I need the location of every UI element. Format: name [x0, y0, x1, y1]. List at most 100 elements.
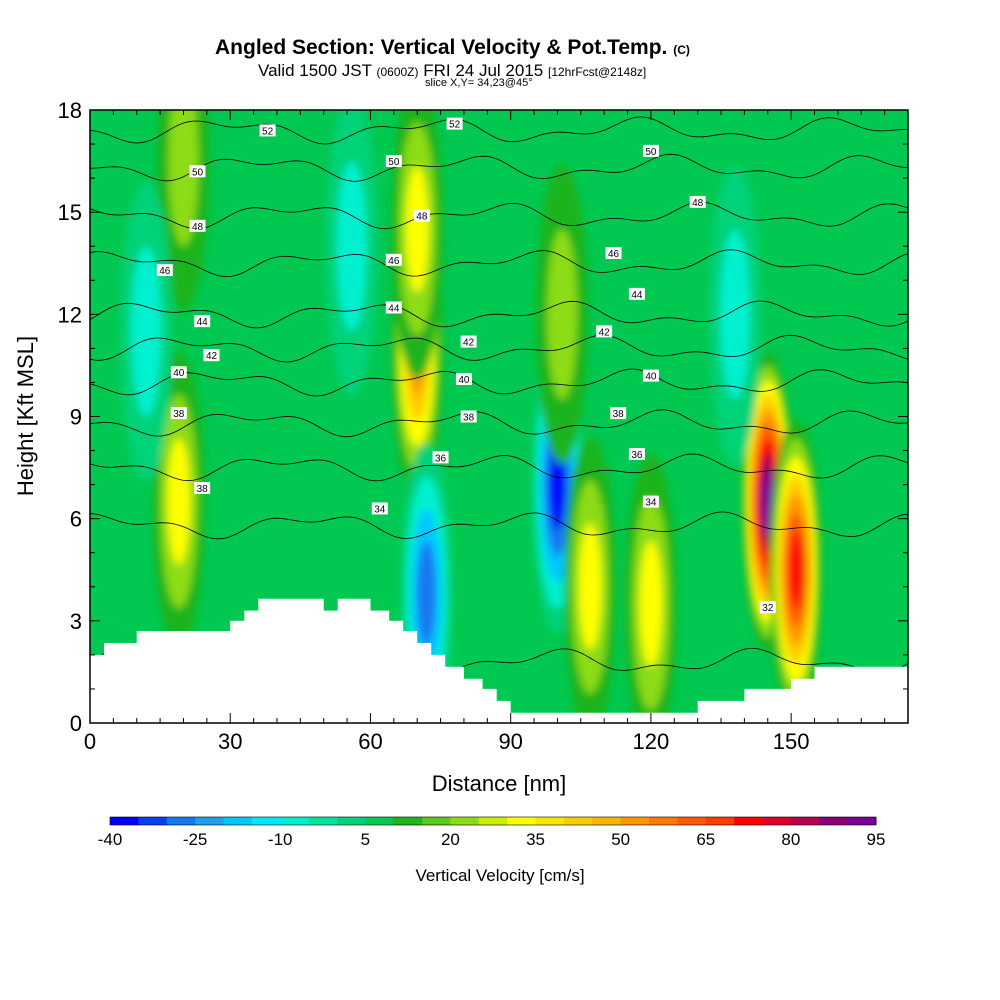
svg-text:36: 36: [435, 453, 447, 464]
y-axis-label: Height [Kft MSL]: [13, 336, 38, 496]
slice-label: slice X,Y= 34,23@45°: [425, 77, 533, 89]
contour-label-28: 32: [759, 601, 776, 614]
contour-label-18: 40: [455, 373, 472, 386]
svg-text:36: 36: [631, 450, 643, 461]
svg-text:44: 44: [631, 290, 643, 301]
velocity-feature-7: [639, 540, 663, 668]
colorbar-swatch-8: [336, 817, 366, 825]
svg-text:18: 18: [58, 98, 82, 123]
colorbar-swatch-9: [365, 817, 395, 825]
svg-text:52: 52: [262, 126, 274, 137]
svg-text:48: 48: [692, 198, 704, 209]
terrain-shape: [90, 598, 908, 723]
y-tick-18: 18: [58, 98, 908, 123]
svg-text:50: 50: [192, 167, 204, 178]
svg-text:30: 30: [218, 729, 242, 754]
colorbar-swatch-12: [450, 817, 480, 825]
colorbar-swatch-21: [705, 817, 735, 825]
svg-text:0: 0: [84, 729, 96, 754]
svg-text:40: 40: [458, 375, 470, 386]
contour-labels: 52 52 50 50 50 48 48 48 46 46 46 44 44 44 42 42 42 40 40 40…: [156, 117, 776, 614]
colorbar-swatch-17: [592, 817, 622, 825]
svg-text:9: 9: [70, 405, 82, 430]
svg-text:120: 120: [633, 729, 670, 754]
velocity-feature-5: [417, 541, 437, 647]
y-tick-12: 12: [58, 302, 908, 327]
velocity-feature-8: [761, 467, 775, 537]
svg-text:44: 44: [197, 317, 209, 328]
y-tick-6: 6: [70, 507, 908, 532]
colorbar-swatch-14: [507, 817, 537, 825]
svg-text:46: 46: [608, 249, 620, 260]
colorbar-swatch-3: [195, 817, 224, 825]
colorbar-swatch-16: [563, 817, 593, 825]
y-tick-0: 0: [70, 711, 908, 736]
colorbar-title: Vertical Velocity [cm/s]: [415, 866, 584, 885]
contour-label-12: 44: [385, 301, 402, 315]
svg-text:44: 44: [388, 304, 400, 315]
colorbar-tick-50: 50: [611, 830, 630, 849]
isentrope-40: [90, 368, 908, 397]
svg-text:42: 42: [463, 338, 475, 349]
colorbar-tick--10: -10: [268, 830, 293, 849]
x-tick-120: 120: [633, 110, 670, 754]
svg-text:48: 48: [416, 212, 428, 223]
x-tick-0: 0: [84, 110, 96, 754]
svg-text:60: 60: [358, 729, 382, 754]
isentrope-38: [90, 409, 908, 438]
colorbar-tick--40: -40: [98, 830, 123, 849]
colorbar-tick-95: 95: [867, 830, 886, 849]
velocity-feature-0: [167, 438, 191, 565]
title-block: Angled Section: Vertical Velocity & Pot.…: [0, 0, 1000, 100]
colorbar-swatch-5: [251, 817, 281, 825]
contour-label-4: 50: [642, 144, 659, 158]
svg-text:12: 12: [58, 302, 82, 327]
contour-label-6: 48: [413, 209, 430, 223]
colorbar-swatch-23: [762, 817, 792, 825]
contour-label-14: 42: [203, 349, 220, 362]
contour-label-19: 40: [642, 369, 659, 383]
colorbar-swatch-1: [138, 817, 168, 825]
vertical-velocity-field: [90, 110, 908, 723]
isentrope-46: [90, 249, 908, 278]
chart-subtitle: Valid 1500 JST (0600Z) FRI 24 Jul 2015 […: [258, 61, 647, 80]
colorbar-tick-35: 35: [526, 830, 545, 849]
contour-label-21: 38: [460, 410, 477, 424]
colorbar-tick-65: 65: [696, 830, 715, 849]
contour-label-0: 52: [259, 124, 276, 137]
svg-text:38: 38: [173, 409, 185, 420]
chart-title: Angled Section: Vertical Velocity & Pot.…: [215, 36, 690, 59]
colorbar-swatch-7: [308, 817, 338, 825]
svg-text:38: 38: [613, 409, 625, 420]
svg-text:32: 32: [762, 603, 774, 614]
svg-text:38: 38: [463, 413, 475, 424]
contour-label-24: 36: [432, 451, 449, 464]
isentrope-52: [90, 116, 908, 145]
colorbar-swatch-26: [847, 817, 877, 825]
colorbar-swatch-11: [422, 817, 451, 825]
contour-label-17: 40: [170, 366, 187, 379]
isentrope-50: [90, 153, 908, 182]
contour-label-1: 52: [446, 117, 463, 131]
isentrope-48: [90, 201, 908, 230]
colorbar-tick-80: 80: [781, 830, 800, 849]
contour-label-16: 42: [596, 325, 613, 338]
contour-label-10: 46: [605, 247, 622, 260]
svg-text:42: 42: [206, 351, 218, 362]
colorbar-swatch-20: [677, 817, 707, 825]
velocity-feature-11: [336, 161, 367, 332]
isentrope-36: [90, 453, 908, 482]
svg-text:48: 48: [192, 222, 204, 233]
contour-label-26: 34: [371, 502, 388, 515]
colorbar-swatch-25: [819, 817, 849, 825]
colorbar-tick-5: 5: [361, 830, 370, 849]
svg-text:50: 50: [645, 147, 657, 158]
colorbar-swatch-6: [280, 817, 310, 825]
contour-label-23: 38: [194, 482, 211, 495]
colorbar-swatch-19: [649, 817, 678, 825]
y-tick-9: 9: [70, 405, 908, 430]
colorbar-swatch-10: [393, 817, 423, 825]
x-tick-150: 150: [773, 110, 810, 754]
x-tick-90: 90: [498, 110, 523, 754]
contour-label-3: 50: [385, 155, 402, 168]
